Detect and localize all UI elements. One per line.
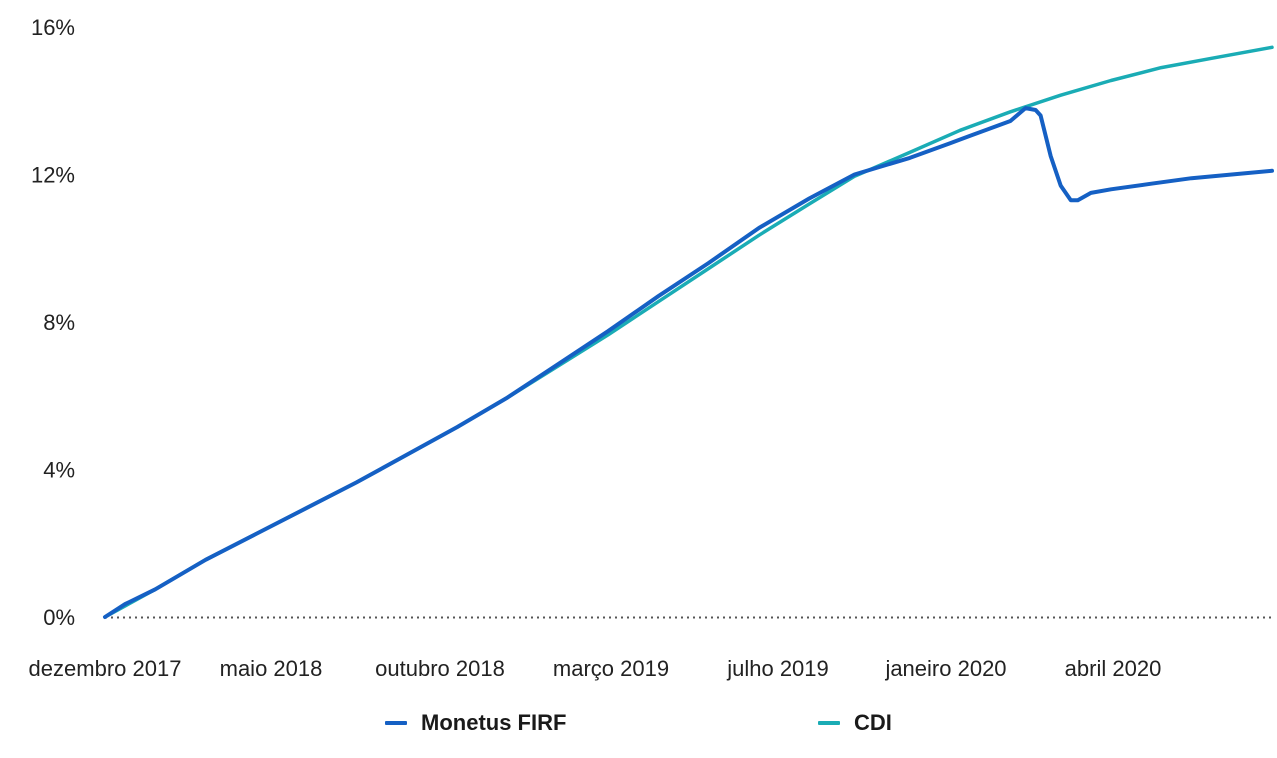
y-tick-label: 0% [43,605,75,630]
legend-swatch-cdi [818,721,840,725]
legend-label-cdi: CDI [854,710,892,735]
legend-swatch-monetus-firf [385,721,407,725]
x-tick-label: outubro 2018 [375,656,505,681]
y-tick-label: 4% [43,458,75,483]
x-tick-label: março 2019 [553,656,669,681]
series-line-monetus-firf [103,106,1274,619]
legend-item-monetus-firf: Monetus FIRF [385,710,566,736]
legend-item-cdi: CDI [818,710,892,736]
series-line-cdi [103,45,1274,619]
x-tick-label: dezembro 2017 [29,656,182,681]
y-tick-label: 12% [31,163,75,188]
x-tick-label: abril 2020 [1065,656,1162,681]
y-tick-label: 16% [31,15,75,40]
x-tick-label: maio 2018 [220,656,323,681]
x-tick-label: julho 2019 [726,656,829,681]
line-chart: 0% 4% 8% 12% 16% dezembro 2017 maio 2018 outubr… [29,15,1274,681]
legend: Monetus FIRF CDI [0,710,1277,750]
legend-label-monetus-firf: Monetus FIRF [421,710,567,735]
y-tick-label: 8% [43,310,75,335]
x-tick-label: janeiro 2020 [884,656,1006,681]
